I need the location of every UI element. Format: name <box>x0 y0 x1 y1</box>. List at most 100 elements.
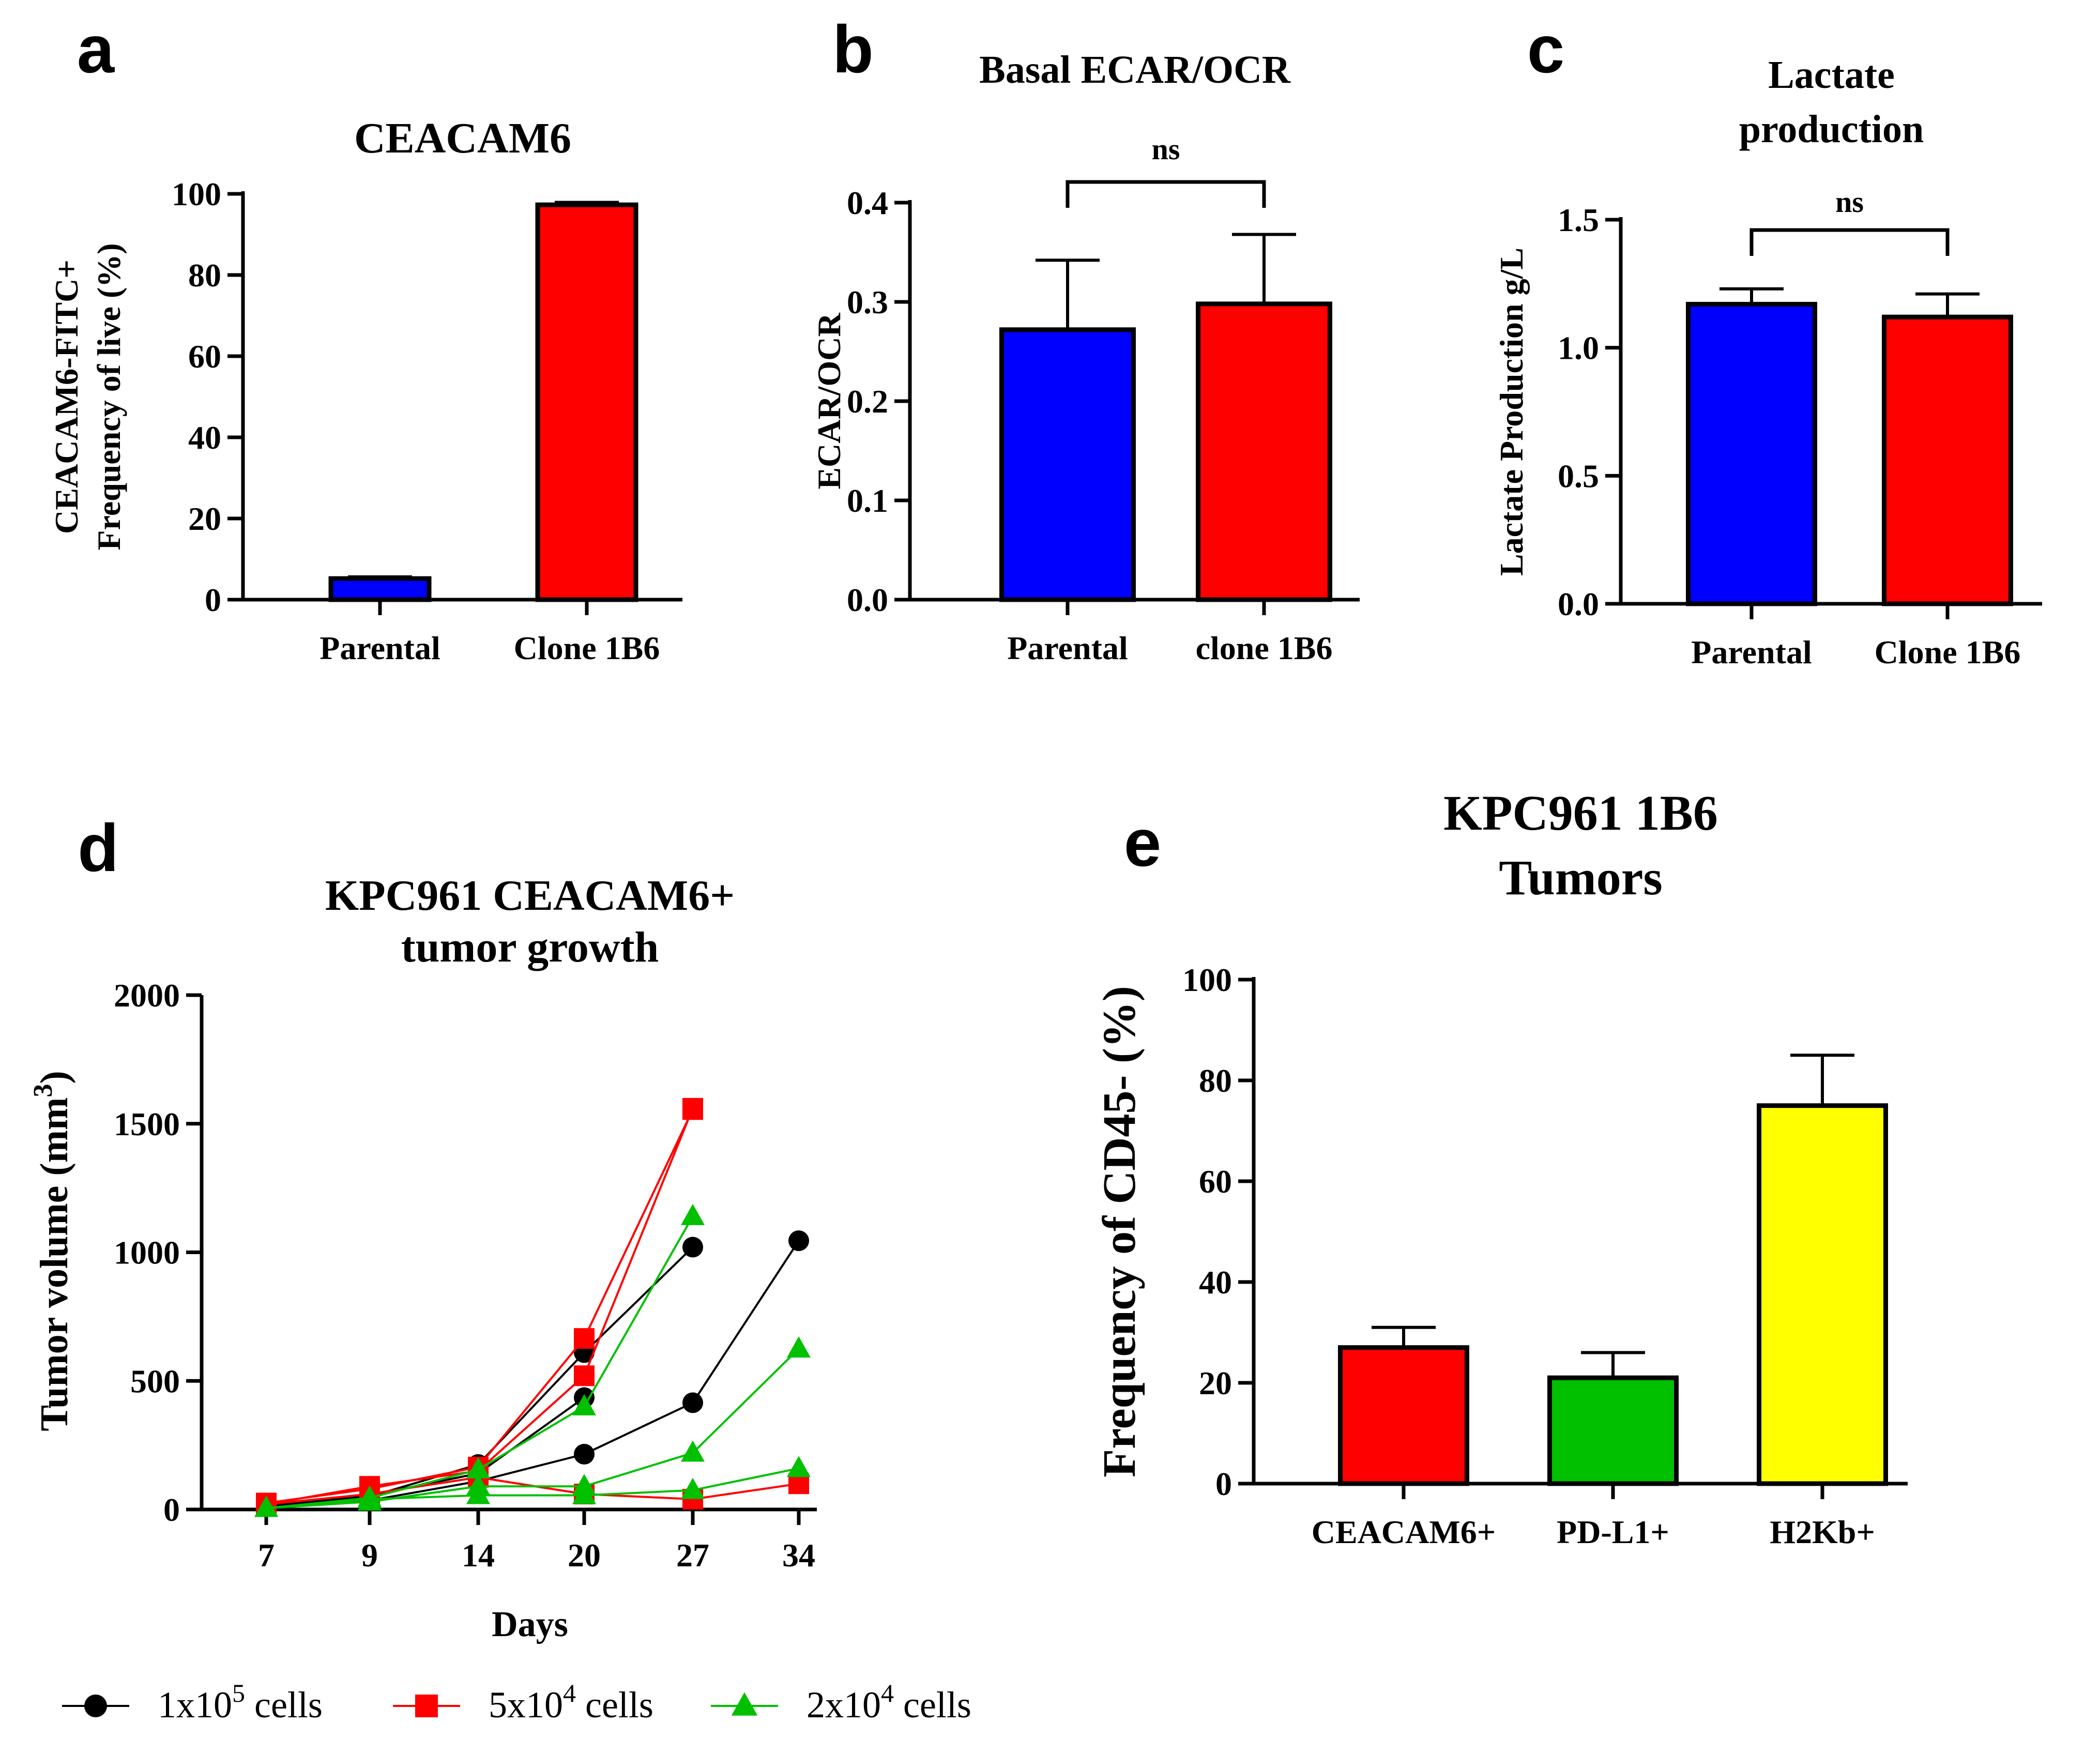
legend-label-exponent: 4 <box>881 1679 894 1707</box>
y-tick-label: 0.2 <box>847 383 888 420</box>
chart-title: KPC961 1B6 <box>1443 785 1718 841</box>
chart-title: tumor growth <box>401 923 659 971</box>
x-tick-label: 14 <box>462 1537 495 1574</box>
bar <box>1547 1375 1679 1486</box>
data-point <box>731 1692 758 1716</box>
x-tick-label: Clone 1B6 <box>514 630 660 666</box>
y-tick-label: 0.0 <box>847 582 888 618</box>
data-point <box>84 1695 107 1717</box>
bar <box>999 327 1136 602</box>
y-tick-label: 20 <box>188 500 221 537</box>
significance-label: ns <box>1152 132 1180 166</box>
bar <box>535 202 638 602</box>
legend-label-exponent: 5 <box>232 1679 245 1707</box>
data-point <box>358 1487 382 1508</box>
data-point <box>788 1230 809 1252</box>
data-point <box>681 1203 705 1225</box>
significance-label: ns <box>1835 185 1864 219</box>
bar <box>1338 1345 1469 1486</box>
data-point <box>466 1483 490 1504</box>
series-line <box>266 1396 585 1507</box>
bar <box>1882 314 2013 606</box>
data-point <box>574 1328 595 1349</box>
x-tick-label: Clone 1B6 <box>1875 634 2021 670</box>
chart-title: Basal ECAR/OCR <box>979 48 1291 91</box>
series-line <box>266 1109 694 1504</box>
legend-label-exponent: 4 <box>563 1679 576 1707</box>
chart-title: Lactate <box>1768 53 1895 97</box>
chart-title: production <box>1739 108 1924 151</box>
data-point <box>682 1097 703 1119</box>
y-tick-label: 1.5 <box>1558 202 1599 238</box>
x-tick-label: CEACAM6+ <box>1312 1514 1496 1550</box>
y-axis-label: Lactate Production g/L <box>1493 248 1530 576</box>
series-line-8 <box>254 1456 811 1517</box>
panel-c: c Lactate production 0.0 0.5 1.0 1.5 Parental Cl… <box>1493 11 2042 670</box>
bar <box>1757 1103 1888 1486</box>
panel-label: b <box>832 11 873 87</box>
y-tick-label: 80 <box>1199 1062 1232 1099</box>
x-tick-label: 20 <box>568 1537 601 1574</box>
data-point <box>787 1456 811 1477</box>
series-line <box>266 1240 800 1508</box>
y-tick-label: 60 <box>1199 1163 1232 1200</box>
significance-bracket <box>1749 228 1950 256</box>
data-point <box>682 1392 703 1413</box>
data-point <box>254 1496 278 1517</box>
y-axis-label-exponent: 3 <box>28 1084 58 1097</box>
y-tick-label: 1500 <box>114 1106 180 1142</box>
y-axis-label-text: Tumor volume (mm <box>33 1097 76 1431</box>
series-line-3 <box>256 1099 703 1514</box>
y-tick-label: 40 <box>1199 1264 1232 1301</box>
legend-label-base: 5x10 <box>489 1684 563 1726</box>
x-axis-label: Days <box>492 1605 568 1644</box>
x-tick-label: 34 <box>782 1537 815 1574</box>
legend-label-suffix: cells <box>245 1684 323 1726</box>
bar <box>328 576 432 602</box>
panel-label: d <box>78 810 118 886</box>
legend-label: 2x104 cells <box>806 1679 971 1726</box>
x-tick-label: Parental <box>1691 634 1812 670</box>
y-axis-label: Tumor volume (mm3) <box>28 1071 76 1431</box>
bar <box>1686 301 1817 606</box>
data-point <box>574 1365 595 1386</box>
legend: 1x105 cells 5x104 cells 2x104 cells <box>62 1679 971 1726</box>
y-tick-label: 80 <box>188 257 221 294</box>
bar <box>1196 301 1332 602</box>
series-line <box>266 1467 799 1509</box>
legend-label-base: 1x10 <box>158 1684 232 1726</box>
series-line-4 <box>256 1097 703 1515</box>
chart-title: CEACAM6 <box>354 114 571 162</box>
x-tick-label: 27 <box>676 1537 709 1574</box>
legend-label-suffix: cells <box>894 1684 971 1726</box>
data-point <box>415 1695 438 1717</box>
y-tick-label: 0.0 <box>1558 586 1599 622</box>
data-point <box>681 1440 705 1462</box>
legend-label-base: 2x10 <box>806 1684 881 1726</box>
panel-label: a <box>77 11 115 87</box>
panel-b: b Basal ECAR/OCR 0.0 0.1 0.2 0.3 0.4 Parental cl… <box>811 11 1360 666</box>
y-tick-label: 20 <box>1199 1365 1232 1401</box>
data-point <box>682 1237 703 1258</box>
y-tick-label: 100 <box>172 176 221 212</box>
y-tick-label: 0.3 <box>847 284 888 321</box>
series-line-2 <box>256 1230 809 1518</box>
x-tick-label: H2Kb+ <box>1770 1514 1875 1550</box>
legend-item: 2x104 cells <box>711 1679 971 1726</box>
legend-label: 5x104 cells <box>489 1679 653 1726</box>
legend-label: 1x105 cells <box>158 1679 323 1726</box>
y-axis-label-end: ) <box>33 1071 76 1084</box>
series-line <box>266 1108 694 1506</box>
panel-label: c <box>1527 11 1564 87</box>
y-tick-label: 0 <box>1215 1466 1232 1502</box>
legend-item: 1x105 cells <box>62 1679 323 1726</box>
y-tick-label: 100 <box>1182 962 1232 998</box>
data-point <box>572 1394 596 1415</box>
significance-bracket <box>1066 180 1266 208</box>
chart-title: Tumors <box>1499 850 1663 905</box>
data-point <box>787 1336 811 1358</box>
y-tick-label: 0.4 <box>847 185 888 221</box>
y-tick-label: 2000 <box>114 977 180 1014</box>
y-tick-label: 0 <box>205 582 221 618</box>
